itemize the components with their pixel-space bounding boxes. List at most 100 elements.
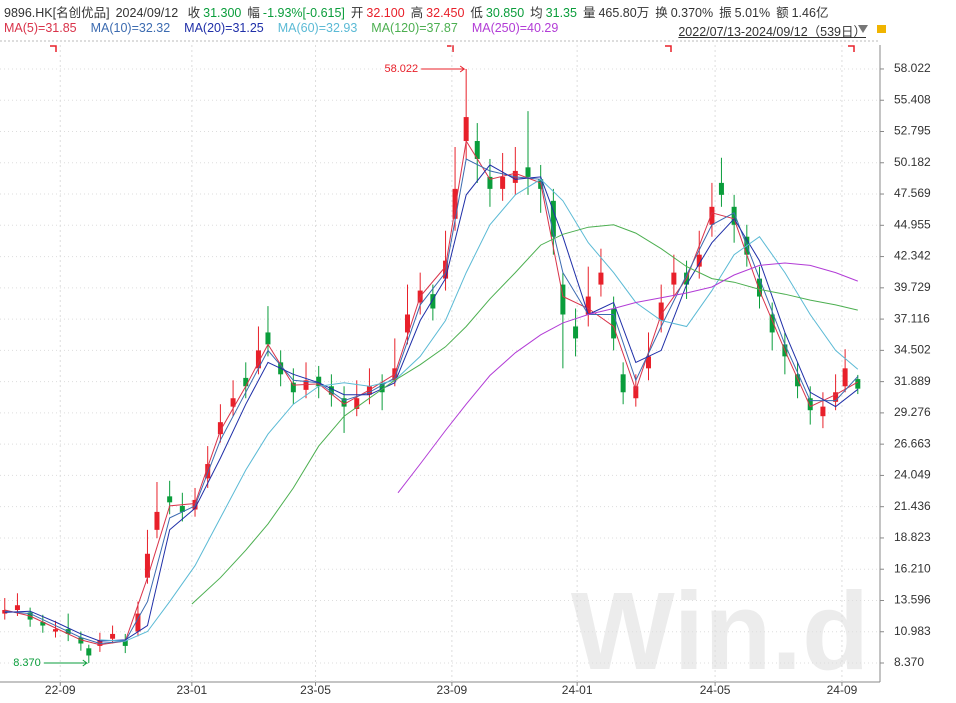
y-tick-label: 52.795 xyxy=(894,124,931,138)
candle-body xyxy=(122,639,128,646)
ma-line xyxy=(99,178,859,642)
candle-body xyxy=(144,553,150,578)
y-tick-label: 18.823 xyxy=(894,530,931,544)
candle-body xyxy=(354,398,360,410)
quote-value: 5.01% xyxy=(734,6,771,20)
candle-body xyxy=(585,296,591,315)
annotation-arrow xyxy=(43,659,89,667)
quote-label: 均 xyxy=(530,6,543,20)
quote-label: 收 xyxy=(187,6,201,20)
y-tick-label: 21.436 xyxy=(894,499,931,513)
quote-item: 低 30.850 xyxy=(470,6,524,20)
range-marker xyxy=(50,45,855,52)
y-tick-label: 26.663 xyxy=(894,436,931,450)
candle-body xyxy=(573,326,579,339)
candle-body xyxy=(265,332,271,345)
y-tick-label: 37.116 xyxy=(894,311,930,325)
candle-body xyxy=(795,374,801,387)
candle-body xyxy=(474,141,480,159)
candle-body xyxy=(756,278,762,297)
candle-body xyxy=(560,284,566,315)
candle-body xyxy=(205,464,211,479)
candle-body xyxy=(366,386,372,395)
candle-body xyxy=(179,505,185,512)
y-tick-label: 16.210 xyxy=(894,561,931,575)
candle-body xyxy=(658,302,664,321)
candle-body xyxy=(820,406,826,417)
y-tick-label: 39.729 xyxy=(894,280,931,294)
ma-line xyxy=(397,262,858,494)
candle-body xyxy=(769,314,775,333)
y-tick-label: 31.889 xyxy=(894,374,931,388)
candle-body xyxy=(452,188,458,219)
candle-body xyxy=(833,392,839,402)
annotation-arrow xyxy=(421,65,466,73)
quote-value: 0.370% xyxy=(670,6,714,20)
quote-item: 换 0.370% xyxy=(655,6,713,20)
quote-value: 31.300 xyxy=(203,6,242,20)
candle-body xyxy=(525,167,531,177)
candle-body xyxy=(646,356,652,369)
candle-body xyxy=(500,176,506,189)
y-tick-label: 13.596 xyxy=(894,593,931,607)
quote-label: 低 xyxy=(470,6,483,20)
legend-entry: MA(250)=40.29 xyxy=(471,21,559,35)
ma-line xyxy=(4,139,859,646)
candle-body xyxy=(463,117,469,142)
y-tick-label: 50.182 xyxy=(894,155,931,169)
candle-body xyxy=(709,206,715,225)
annotation-label: 8.370 xyxy=(13,657,41,669)
candle-body xyxy=(135,613,141,632)
candle-body xyxy=(379,382,385,393)
candle-body xyxy=(303,380,309,390)
candle-body xyxy=(110,633,116,639)
x-tick-label: 23-09 xyxy=(437,683,468,697)
y-tick-label: 10.983 xyxy=(894,624,931,638)
quote-value: 31.35 xyxy=(545,6,577,20)
y-tick-label: 58.022 xyxy=(894,61,931,75)
candle-body xyxy=(243,377,249,387)
quote-value: 32.100 xyxy=(366,6,405,20)
annotation-label: 58.022 xyxy=(385,63,419,75)
x-tick-label: 24-05 xyxy=(700,683,731,697)
candle-body xyxy=(598,272,604,285)
dropdown[interactable] xyxy=(858,25,868,33)
candle-body xyxy=(696,254,702,267)
y-tick-label: 29.276 xyxy=(894,405,931,419)
candle-body xyxy=(611,308,617,339)
candle-body xyxy=(341,398,347,407)
quote-value: 465.80万 xyxy=(598,6,650,20)
quote-label: 高 xyxy=(410,6,424,20)
candle-body xyxy=(230,398,236,407)
candle-body xyxy=(78,637,84,644)
candle-body xyxy=(633,386,639,399)
candle-body xyxy=(167,496,173,503)
y-tick-label: 24.049 xyxy=(894,468,931,482)
legend-entry: MA(10)=32.32 xyxy=(90,21,171,35)
candle-body xyxy=(316,376,322,387)
quote-label: 幅 xyxy=(247,6,260,20)
candle-body xyxy=(2,610,8,614)
candle-body xyxy=(14,605,20,611)
y-tick-label: 8.370 xyxy=(894,655,924,669)
quote-item: 高 32.450 xyxy=(411,6,465,20)
quote-value: 30.850 xyxy=(485,6,525,20)
y-tick-label: 44.955 xyxy=(894,217,931,231)
quote-item: 均 31.35 xyxy=(530,6,577,20)
period: 2022/07/13-2024/09/12（539日） xyxy=(678,25,866,39)
candle-body xyxy=(52,629,58,632)
x-tick-label: 23-05 xyxy=(300,683,331,697)
quote-item: 幅 -1.93%[-0.615] xyxy=(247,6,345,20)
quote-item: 开 32.100 xyxy=(351,6,405,20)
candle-body xyxy=(290,382,296,393)
y-tick-label: 34.502 xyxy=(894,343,931,357)
ma-line xyxy=(191,224,858,605)
quote-value: 1.46亿 xyxy=(791,6,829,20)
candle-body xyxy=(807,398,813,411)
legend-entry: MA(20)=31.25 xyxy=(184,21,264,35)
lock-icon xyxy=(877,25,886,33)
legend: MA(5)=31.85 MA(10)=32.32 MA(20)=31.25 MA(60… xyxy=(4,21,572,35)
ma-line xyxy=(4,158,859,645)
quote-label: 开 xyxy=(350,6,364,20)
quote-label: 振 xyxy=(719,6,732,20)
